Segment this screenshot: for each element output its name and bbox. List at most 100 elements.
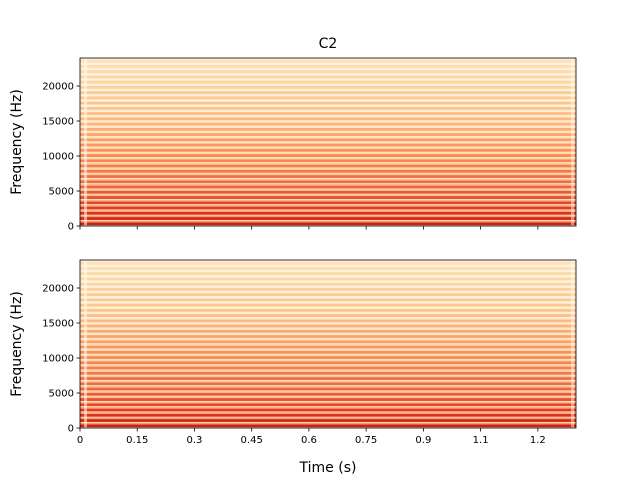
harmonic-band xyxy=(80,282,576,286)
harmonic-gap xyxy=(80,100,576,102)
harmonic-band xyxy=(80,335,576,338)
harmonic-band xyxy=(80,329,576,333)
harmonic-band xyxy=(80,59,576,63)
harmonic-gap xyxy=(80,275,576,278)
ytick-label: 10000 xyxy=(42,354,74,365)
harmonic-band xyxy=(80,91,576,94)
harmonic-band xyxy=(80,185,576,189)
spectrogram-top-panel: 0 5000 10000 15000 20000 Frequency (Hz) xyxy=(9,57,577,233)
harmonic-band xyxy=(80,356,576,359)
harmonic-band xyxy=(80,419,576,422)
harmonic-gap xyxy=(80,58,576,60)
xtick-label: 0.6 xyxy=(301,435,317,446)
harmonic-gap xyxy=(80,220,576,223)
harmonic-gap xyxy=(80,142,576,144)
harmonic-gap xyxy=(80,194,576,197)
harmonic-gap xyxy=(80,296,576,299)
harmonic-gap xyxy=(80,291,576,294)
xtick-label: 1.2 xyxy=(530,435,546,446)
harmonic-band xyxy=(80,287,576,291)
xtick-label: 0.75 xyxy=(355,435,377,446)
harmonic-gap xyxy=(80,344,576,346)
spectrogram-top-frame xyxy=(79,57,577,227)
harmonic-band xyxy=(80,314,576,317)
ytick-label: 0 xyxy=(68,424,74,435)
harmonic-gap xyxy=(80,333,576,336)
spectrogram-bottom-panel: 0 5000 10000 15000 20000 0 0.15 0.3 0.45 0.6 0.75… xyxy=(9,259,577,476)
harmonic-gap xyxy=(80,121,576,123)
harmonic-gap xyxy=(80,215,576,218)
harmonic-band xyxy=(80,80,576,84)
harmonic-gap xyxy=(80,386,576,388)
harmonic-band xyxy=(80,148,576,152)
harmonic-gap xyxy=(80,328,576,330)
harmonic-gap xyxy=(80,401,576,404)
spectrogram-top-yticks: 0 5000 10000 15000 20000 xyxy=(42,82,80,233)
harmonic-gap xyxy=(80,422,576,425)
harmonic-gap xyxy=(80,417,576,420)
harmonic-gap xyxy=(80,168,576,170)
harmonic-band xyxy=(80,366,576,370)
harmonic-band xyxy=(80,324,576,328)
harmonic-band xyxy=(80,272,576,275)
ytick-label: 15000 xyxy=(42,319,74,330)
harmonic-band xyxy=(80,277,576,281)
harmonic-band xyxy=(80,143,576,147)
harmonic-gap xyxy=(80,84,576,86)
harmonic-gap xyxy=(80,110,576,113)
harmonic-gap xyxy=(80,210,576,212)
harmonic-band xyxy=(80,403,576,407)
chart-title: C2 xyxy=(319,36,338,52)
harmonic-gap xyxy=(80,157,576,160)
spectrogram-top-ylabel: Frequency (Hz) xyxy=(9,89,25,195)
harmonic-gap xyxy=(80,73,576,76)
harmonic-band xyxy=(80,424,576,428)
harmonic-gap xyxy=(80,281,576,283)
harmonic-band xyxy=(80,377,576,380)
ytick-label: 5000 xyxy=(49,389,74,400)
harmonic-gap xyxy=(80,152,576,155)
harmonic-gap xyxy=(80,270,576,273)
spectrogram-bottom-ylabel: Frequency (Hz) xyxy=(9,291,25,397)
harmonic-band xyxy=(80,138,576,142)
spectrogram-bottom-heatmap xyxy=(80,260,576,428)
harmonic-band xyxy=(80,112,576,115)
harmonic-gap xyxy=(80,189,576,191)
harmonic-band xyxy=(80,122,576,126)
ytick-label: 20000 xyxy=(42,284,74,295)
harmonic-band xyxy=(80,308,576,312)
harmonic-gap xyxy=(80,68,576,71)
harmonic-gap xyxy=(80,359,576,362)
harmonic-gap xyxy=(80,365,576,367)
harmonic-gap xyxy=(80,265,576,267)
harmonic-gap xyxy=(80,89,576,92)
harmonic-band xyxy=(80,361,576,365)
harmonic-band xyxy=(80,106,576,110)
harmonic-band xyxy=(80,196,576,199)
harmonic-gap xyxy=(80,178,576,181)
harmonic-band xyxy=(80,70,576,73)
harmonic-band xyxy=(80,85,576,89)
harmonic-gap xyxy=(80,407,576,409)
harmonic-band xyxy=(80,101,576,105)
harmonic-gap xyxy=(80,396,576,399)
harmonic-gap xyxy=(80,136,576,139)
ytick-label: 15000 xyxy=(42,117,74,128)
harmonic-gap xyxy=(80,205,576,207)
harmonic-gap xyxy=(80,173,576,176)
harmonic-band xyxy=(80,303,576,307)
harmonic-gap xyxy=(80,412,576,414)
harmonic-gap xyxy=(80,317,576,320)
harmonic-band xyxy=(80,201,576,205)
harmonic-band xyxy=(80,340,576,344)
xtick-label: 0.45 xyxy=(241,435,263,446)
onset-column xyxy=(84,58,87,226)
harmonic-band xyxy=(80,206,576,210)
harmonic-gap xyxy=(80,312,576,315)
spectrogram-bottom-frame xyxy=(79,259,577,429)
harmonic-band xyxy=(80,350,576,354)
harmonic-band xyxy=(80,154,576,157)
xtick-label: 0 xyxy=(77,435,83,446)
xtick-label: 0.15 xyxy=(126,435,148,446)
